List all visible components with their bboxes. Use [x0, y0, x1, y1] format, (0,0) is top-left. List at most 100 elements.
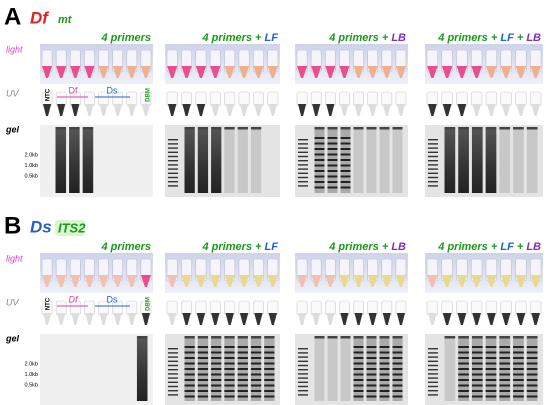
- tube-liquid: [238, 275, 250, 287]
- gel-band: [197, 395, 209, 398]
- ladder-band: [168, 394, 178, 396]
- gel-band: [197, 346, 209, 348]
- gel-band: [184, 384, 195, 387]
- tube-liquid: [84, 275, 95, 287]
- tube-liquid: [381, 275, 392, 287]
- column-title: 4 primers + LB: [328, 241, 406, 253]
- tube-liquid: [297, 275, 308, 287]
- gel-band: [314, 164, 325, 167]
- gel-band: [458, 384, 469, 387]
- gel-band: [340, 142, 351, 145]
- gel-band: [353, 346, 364, 348]
- uv-liquid: [457, 313, 467, 325]
- ladder-band: [298, 143, 308, 145]
- gel-band: [250, 368, 262, 370]
- tube-liquid: [325, 275, 336, 287]
- uv-liquid: [168, 104, 177, 116]
- gel-band: [392, 362, 403, 365]
- gel-band: [250, 357, 262, 359]
- gel-band: [379, 368, 390, 370]
- ladder-band: [298, 176, 308, 179]
- gel-band: [184, 390, 195, 392]
- gel-band: [513, 368, 524, 370]
- uv-liquid: [71, 313, 80, 325]
- uv-liquid: [368, 313, 377, 325]
- ladder-band: [298, 147, 308, 149]
- title-part: +: [517, 241, 526, 253]
- gel-band: [184, 368, 195, 370]
- ladder-band: [428, 139, 438, 141]
- gel-band: [485, 368, 497, 370]
- gel-band: [224, 379, 235, 381]
- ladder-band: [428, 394, 438, 396]
- tube-liquid: [224, 275, 235, 287]
- uv-liquid: [43, 104, 52, 116]
- title-part: LB: [526, 32, 541, 44]
- tube-liquid: [441, 66, 453, 78]
- ladder-band: [168, 373, 178, 375]
- uv-liquid: [501, 104, 511, 116]
- gel-band: [184, 362, 195, 365]
- gel-well: [224, 336, 235, 339]
- column-title: 4 primers + LB: [328, 32, 406, 44]
- gel-band: [264, 346, 275, 348]
- gel-band: [513, 346, 524, 348]
- gel-band: [379, 351, 390, 354]
- gel-band: [184, 373, 195, 376]
- gel-band: [392, 395, 403, 398]
- uv-tube: [126, 300, 138, 316]
- uv-liquid: [196, 313, 206, 325]
- uv-liquid: [298, 104, 307, 116]
- tube-liquid: [311, 275, 322, 287]
- gel-band: [327, 164, 338, 167]
- gel-band: [264, 373, 275, 376]
- tube-liquid: [297, 66, 308, 78]
- ladder-band: [298, 164, 308, 166]
- panel: B Ds ITS2 light UV gel 4 primers 4 primers + LF…: [4, 212, 543, 405]
- gel-band: [513, 351, 524, 354]
- ladder-band: [428, 385, 438, 388]
- gel-band: [353, 379, 364, 381]
- title-part: LF: [265, 241, 279, 253]
- gel-band: [340, 164, 351, 167]
- species: Ds: [30, 217, 52, 236]
- gel-band: [237, 390, 248, 392]
- tube-liquid: [56, 66, 67, 78]
- gel-well: [69, 127, 80, 130]
- uv-liquid: [85, 313, 94, 325]
- uv-tube: [310, 300, 322, 316]
- tube-liquid: [112, 66, 123, 78]
- uv-liquid: [239, 104, 249, 116]
- gel-well: [499, 336, 511, 339]
- ladder-band: [428, 168, 438, 170]
- uv-tube: [456, 300, 468, 316]
- gel-band: [366, 357, 377, 359]
- gel-faint: [379, 129, 390, 193]
- uv-liquid: [113, 104, 122, 116]
- gel-well: [379, 127, 390, 130]
- uv-liquid: [85, 104, 94, 116]
- ladder-band: [428, 185, 438, 187]
- uv-liquid: [196, 104, 206, 116]
- gel-well: [444, 127, 456, 130]
- uv-liquid: [99, 313, 108, 325]
- ladder-band: [428, 381, 438, 383]
- gel-well: [526, 336, 538, 339]
- uv-liquid: [428, 313, 437, 325]
- gel-band: [485, 373, 497, 376]
- uv-tube: [485, 300, 498, 316]
- gel-band: [513, 362, 524, 365]
- ladder-band: [168, 155, 178, 158]
- ladder-band: [168, 360, 178, 362]
- tube-liquid: [395, 275, 406, 287]
- uv-liquid: [254, 313, 263, 325]
- tube-liquid: [56, 275, 67, 287]
- ladder-band: [298, 364, 308, 367]
- gel-band: [353, 351, 364, 354]
- uv-liquid: [472, 313, 481, 325]
- gel-band: [327, 186, 338, 189]
- uv-tube: [252, 91, 264, 107]
- ladder-band: [298, 181, 308, 183]
- gel-well: [471, 127, 483, 130]
- gel-faint: [526, 129, 538, 193]
